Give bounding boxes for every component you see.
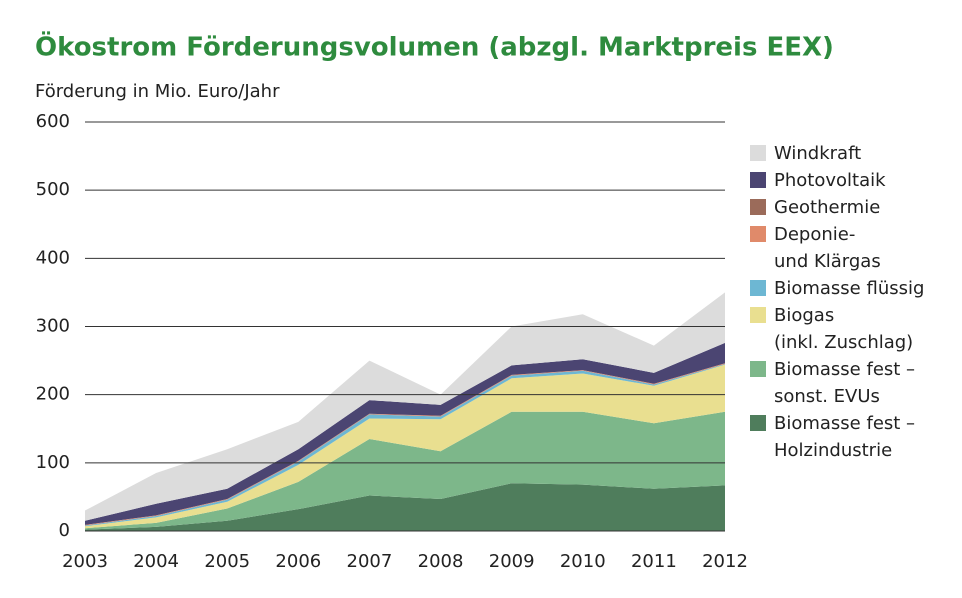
axis-label: Förderung in Mio. Euro/Jahr [35, 81, 280, 102]
x-tick-label: 2003 [62, 551, 108, 572]
legend-swatch [750, 226, 766, 242]
area [85, 292, 725, 521]
area [85, 411, 725, 530]
x-tick-label: 2006 [275, 551, 321, 572]
legend-item: Biomasse fest – Holzindustrie [750, 410, 955, 464]
legend-swatch [750, 199, 766, 215]
x-tick-label: 2004 [133, 551, 179, 572]
legend-label: Biomasse fest – Holzindustrie [774, 413, 916, 461]
legend-item: Photovoltaik [750, 167, 955, 194]
legend-swatch [750, 361, 766, 377]
chart-title: Ökostrom Förderungsvolumen (abzgl. Markt… [35, 30, 834, 63]
legend-label: Geothermie [774, 197, 881, 218]
x-tick-label: 2011 [631, 551, 677, 572]
legend-swatch [750, 145, 766, 161]
legend: Windkraft Photovoltaik Geothermie Deponie- … [750, 140, 955, 464]
areas [85, 292, 725, 531]
y-tick-label: 500 [36, 179, 70, 200]
legend-label: Photovoltaik [774, 170, 886, 191]
x-tick-label: 2005 [204, 551, 250, 572]
labels: 0 100 200 300 400 500 600 2003 2004 2005 2006 2007 2… [36, 111, 748, 572]
legend-item: Biogas (inkl. Zuschlag) [750, 302, 955, 356]
area [85, 364, 725, 529]
legend-swatch [750, 415, 766, 431]
legend-swatch [750, 172, 766, 188]
y-tick-label: 300 [36, 316, 70, 337]
x-tick-label: 2009 [489, 551, 535, 572]
y-tick-label: 100 [36, 452, 70, 473]
legend-label: Windkraft [774, 143, 862, 164]
x-tick-label: 2008 [418, 551, 464, 572]
legend-item: Windkraft [750, 140, 955, 167]
y-tick-label: 600 [36, 111, 70, 132]
y-tick-label: 0 [59, 520, 70, 541]
area [85, 342, 725, 525]
x-tick-label: 2007 [347, 551, 393, 572]
x-tick-label: 2010 [560, 551, 606, 572]
legend-label: Biomasse flüssig [774, 278, 925, 299]
legend-item: Deponie- und Klärgas [750, 221, 955, 275]
y-tick-label: 200 [36, 384, 70, 405]
legend-item: Biomasse fest – sonst. EVUs [750, 356, 955, 410]
legend-swatch [750, 307, 766, 323]
legend-swatch [750, 280, 766, 296]
y-tick-label: 400 [36, 247, 70, 268]
area [85, 483, 725, 531]
legend-label: Biomasse fest – sonst. EVUs [774, 359, 916, 407]
legend-item: Biomasse flüssig [750, 275, 955, 302]
legend-label: Deponie- und Klärgas [774, 224, 881, 272]
grid [85, 121, 725, 532]
legend-label: Biogas (inkl. Zuschlag) [774, 305, 914, 353]
x-tick-label: 2012 [702, 551, 748, 572]
legend-item: Geothermie [750, 194, 955, 221]
